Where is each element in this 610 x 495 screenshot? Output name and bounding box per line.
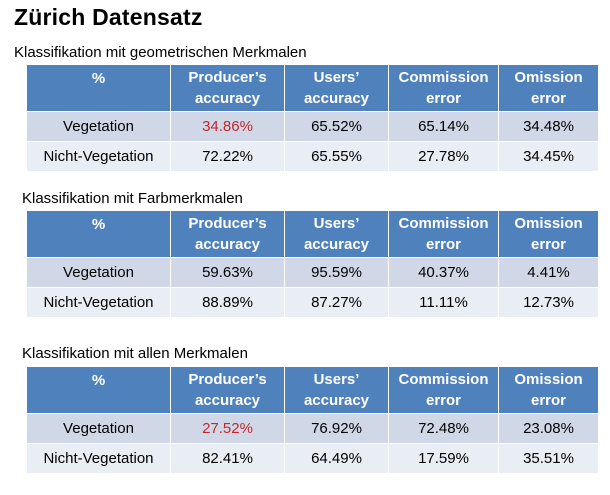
commission-error-cell: 17.59% xyxy=(388,443,499,474)
omission-error-cell: 12.73% xyxy=(498,287,599,318)
table-row: Nicht-Vegetation 72.22% 65.55% 27.78% 34… xyxy=(26,141,599,172)
omission-error-cell: 23.08% xyxy=(498,413,599,444)
page-title: Zürich Datensatz xyxy=(14,4,203,30)
header-commission-error: Commission error xyxy=(388,366,499,414)
results-table-geometric: % Producer’s accuracy Users’ accuracy Comm… xyxy=(26,64,599,172)
omission-error-cell: 34.48% xyxy=(498,111,599,142)
header-users-accuracy: Users’ accuracy xyxy=(284,366,389,414)
table-caption-color: Klassifikation mit Farbmerkmalen xyxy=(22,190,243,207)
commission-error-cell: 11.11% xyxy=(388,287,499,318)
header-commission-error: Commission error xyxy=(388,210,499,258)
producers-accuracy-cell: 72.22% xyxy=(170,141,285,172)
commission-error-cell: 65.14% xyxy=(388,111,499,142)
row-label: Nicht-Vegetation xyxy=(26,443,171,474)
row-label: Nicht-Vegetation xyxy=(26,141,171,172)
header-users-accuracy: Users’ accuracy xyxy=(284,210,389,258)
header-percent: % xyxy=(26,64,171,112)
results-table-color: % Producer’s accuracy Users’ accuracy Comm… xyxy=(26,210,599,318)
header-omission-error: Omission error xyxy=(498,210,599,258)
users-accuracy-cell: 65.52% xyxy=(284,111,389,142)
row-label: Vegetation xyxy=(26,413,171,444)
header-percent: % xyxy=(26,366,171,414)
omission-error-cell: 34.45% xyxy=(498,141,599,172)
table-header-row: % Producer’s accuracy Users’ accuracy Comm… xyxy=(26,366,599,414)
results-table-all: % Producer’s accuracy Users’ accuracy Comm… xyxy=(26,366,599,474)
table-row: Nicht-Vegetation 88.89% 87.27% 11.11% 12… xyxy=(26,287,599,318)
users-accuracy-cell: 64.49% xyxy=(284,443,389,474)
table-caption-geometric: Klassifikation mit geometrischen Merkmal… xyxy=(14,44,307,61)
omission-error-cell: 4.41% xyxy=(498,257,599,288)
table-row: Vegetation 27.52% 76.92% 72.48% 23.08% xyxy=(26,413,599,444)
producers-accuracy-cell: 27.52% xyxy=(170,413,285,444)
row-label: Nicht-Vegetation xyxy=(26,287,171,318)
header-commission-error: Commission error xyxy=(388,64,499,112)
commission-error-cell: 40.37% xyxy=(388,257,499,288)
table-caption-all: Klassifikation mit allen Merkmalen xyxy=(22,345,248,362)
table-header-row: % Producer’s accuracy Users’ accuracy Comm… xyxy=(26,64,599,112)
header-users-accuracy: Users’ accuracy xyxy=(284,64,389,112)
header-producers-accuracy: Producer’s accuracy xyxy=(170,366,285,414)
header-producers-accuracy: Producer’s accuracy xyxy=(170,64,285,112)
users-accuracy-cell: 65.55% xyxy=(284,141,389,172)
producers-accuracy-cell: 34.86% xyxy=(170,111,285,142)
producers-accuracy-cell: 88.89% xyxy=(170,287,285,318)
omission-error-cell: 35.51% xyxy=(498,443,599,474)
row-label: Vegetation xyxy=(26,111,171,142)
producers-accuracy-cell: 82.41% xyxy=(170,443,285,474)
users-accuracy-cell: 95.59% xyxy=(284,257,389,288)
header-omission-error: Omission error xyxy=(498,64,599,112)
commission-error-cell: 72.48% xyxy=(388,413,499,444)
row-label: Vegetation xyxy=(26,257,171,288)
table-row: Vegetation 34.86% 65.52% 65.14% 34.48% xyxy=(26,111,599,142)
users-accuracy-cell: 76.92% xyxy=(284,413,389,444)
header-percent: % xyxy=(26,210,171,258)
table-header-row: % Producer’s accuracy Users’ accuracy Comm… xyxy=(26,210,599,258)
commission-error-cell: 27.78% xyxy=(388,141,499,172)
header-producers-accuracy: Producer’s accuracy xyxy=(170,210,285,258)
producers-accuracy-cell: 59.63% xyxy=(170,257,285,288)
header-omission-error: Omission error xyxy=(498,366,599,414)
table-row: Vegetation 59.63% 95.59% 40.37% 4.41% xyxy=(26,257,599,288)
table-row: Nicht-Vegetation 82.41% 64.49% 17.59% 35… xyxy=(26,443,599,474)
users-accuracy-cell: 87.27% xyxy=(284,287,389,318)
